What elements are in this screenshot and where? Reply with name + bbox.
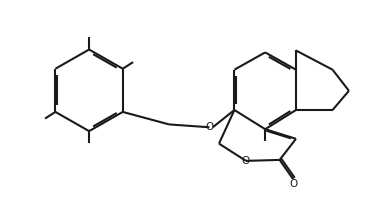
- Text: O: O: [205, 122, 214, 132]
- Text: O: O: [289, 179, 297, 189]
- Text: O: O: [242, 156, 250, 166]
